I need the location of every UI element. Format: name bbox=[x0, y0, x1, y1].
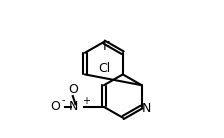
Text: N: N bbox=[142, 102, 151, 115]
Text: N: N bbox=[69, 100, 78, 113]
Text: Cl: Cl bbox=[98, 63, 110, 75]
Text: +: + bbox=[82, 95, 90, 106]
Text: F: F bbox=[103, 39, 110, 53]
Text: O: O bbox=[68, 83, 78, 96]
Text: O: O bbox=[51, 100, 61, 113]
Text: -: - bbox=[61, 95, 65, 106]
